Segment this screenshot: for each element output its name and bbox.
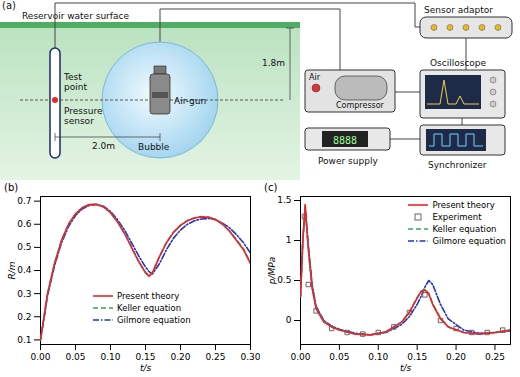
html-text:Gilmore equation: Gilmore equation bbox=[117, 315, 191, 325]
svg-text:sensor: sensor bbox=[64, 116, 94, 126]
svg-text:0.5: 0.5 bbox=[277, 275, 291, 285]
svg-text:Test: Test bbox=[63, 72, 82, 82]
svg-text:0.10: 0.10 bbox=[100, 352, 120, 362]
svg-text:Compressor: Compressor bbox=[336, 101, 385, 110]
svg-text:0.20: 0.20 bbox=[446, 352, 466, 362]
svg-text:0.25: 0.25 bbox=[205, 352, 225, 362]
svg-text:0.6: 0.6 bbox=[17, 219, 32, 229]
svg-text:8888: 8888 bbox=[333, 135, 357, 146]
svg-text:0.00: 0.00 bbox=[290, 352, 310, 362]
svg-text:0.05: 0.05 bbox=[65, 352, 85, 362]
svg-text:0.25: 0.25 bbox=[485, 352, 505, 362]
svg-text:Synchronizer: Synchronizer bbox=[428, 160, 487, 170]
svg-text:0.15: 0.15 bbox=[407, 352, 427, 362]
svg-text:(a): (a) bbox=[2, 0, 16, 11]
svg-text:R/m: R/m bbox=[7, 261, 17, 279]
svg-text:1: 1 bbox=[286, 235, 292, 245]
svg-text:0.7: 0.7 bbox=[17, 196, 31, 206]
svg-text:0: 0 bbox=[286, 315, 292, 325]
svg-text:0.4: 0.4 bbox=[17, 265, 32, 275]
svg-text:0.3: 0.3 bbox=[17, 289, 31, 299]
svg-text:0.2: 0.2 bbox=[17, 312, 31, 322]
html-text:Present theory: Present theory bbox=[117, 291, 180, 301]
svg-text:1.5: 1.5 bbox=[277, 195, 291, 205]
svg-text:Bubble: Bubble bbox=[138, 142, 170, 152]
svg-text:p/MPa: p/MPa bbox=[267, 257, 277, 285]
svg-text:t/s: t/s bbox=[140, 363, 152, 373]
svg-text:0.00: 0.00 bbox=[30, 352, 50, 362]
svg-text:Sensor adaptor: Sensor adaptor bbox=[424, 5, 493, 15]
svg-text:1.8m: 1.8m bbox=[262, 58, 285, 68]
svg-text:0.05: 0.05 bbox=[329, 352, 349, 362]
html-text:(c): (c) bbox=[264, 182, 278, 193]
svg-text:Oscilloscope: Oscilloscope bbox=[430, 58, 487, 68]
html-text:Keller equation: Keller equation bbox=[432, 224, 497, 234]
svg-text:2.0m: 2.0m bbox=[92, 141, 115, 151]
svg-text:t/s: t/s bbox=[400, 363, 412, 373]
html-text:(b): (b) bbox=[4, 182, 19, 193]
svg-text:Reservoir water surface: Reservoir water surface bbox=[22, 11, 129, 21]
svg-text:0.10: 0.10 bbox=[368, 352, 388, 362]
svg-text:0.1: 0.1 bbox=[17, 335, 31, 345]
svg-text:0.20: 0.20 bbox=[170, 352, 190, 362]
svg-text:0.5: 0.5 bbox=[17, 242, 31, 252]
svg-text:point: point bbox=[64, 82, 87, 92]
svg-text:0.30: 0.30 bbox=[240, 352, 260, 362]
html-text:Keller equation: Keller equation bbox=[117, 303, 181, 313]
html-text:Gilmore equation: Gilmore equation bbox=[432, 236, 506, 246]
svg-text:Air-gun: Air-gun bbox=[174, 96, 206, 106]
svg-text:Air: Air bbox=[309, 73, 321, 82]
svg-text:Pressure: Pressure bbox=[64, 106, 103, 116]
svg-text:Power supply: Power supply bbox=[318, 156, 378, 166]
html-text:Experiment: Experiment bbox=[432, 212, 482, 222]
html-text:Present theory: Present theory bbox=[432, 200, 495, 210]
svg-text:0.15: 0.15 bbox=[135, 352, 155, 362]
